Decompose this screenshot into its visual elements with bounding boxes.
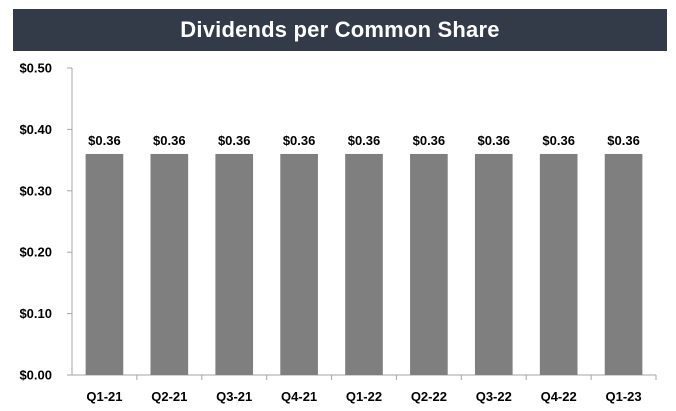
- chart-title: Dividends per Common Share: [180, 17, 500, 42]
- data-labels: $0.36 $0.36 $0.36 $0.36 $0.36 $0.36 $0.36 $0.36…: [88, 133, 640, 148]
- x-tick-label: Q1-22: [346, 389, 382, 404]
- bar-value-label: $0.36: [283, 133, 316, 148]
- bar: [85, 153, 124, 375]
- x-tick-label: Q4-21: [281, 389, 317, 404]
- y-tick-label: $0.50: [19, 61, 52, 76]
- bar: [474, 153, 513, 375]
- bar-value-label: $0.36: [218, 133, 251, 148]
- bars: [85, 153, 643, 375]
- bar: [280, 153, 318, 375]
- y-axis: $0.00 $0.10 $0.20 $0.30 $0.40 $0.50: [19, 61, 73, 383]
- bar-value-label: $0.36: [542, 133, 575, 148]
- bar-value-label: $0.36: [478, 133, 511, 148]
- bar: [539, 153, 578, 375]
- bar: [345, 153, 383, 375]
- x-tick-label: Q3-22: [476, 389, 512, 404]
- chart-title-bar: Dividends per Common Share: [13, 9, 667, 51]
- bar-value-label: $0.36: [348, 133, 381, 148]
- bar-value-label: $0.36: [88, 133, 121, 148]
- bar: [604, 153, 643, 375]
- x-tick-label: Q1-21: [86, 389, 122, 404]
- x-tick-label: Q4-22: [541, 389, 577, 404]
- bar-value-label: $0.36: [607, 133, 640, 148]
- bar-value-label: $0.36: [413, 133, 446, 148]
- bar: [410, 153, 448, 375]
- y-tick-label: $0.10: [19, 306, 52, 321]
- y-tick-label: $0.00: [19, 368, 52, 383]
- x-axis: Q1-21 Q2-21 Q3-21 Q4-21 Q1-22 Q2-22 Q3-22 Q4-22…: [72, 374, 657, 404]
- x-tick-label: Q2-22: [411, 389, 447, 404]
- y-tick-label: $0.20: [19, 245, 52, 260]
- bar-value-label: $0.36: [153, 133, 186, 148]
- bar: [215, 153, 254, 375]
- y-tick-label: $0.40: [19, 122, 52, 137]
- y-tick-label: $0.30: [19, 183, 52, 198]
- x-tick-label: Q1-23: [605, 389, 641, 404]
- bar: [150, 153, 189, 375]
- x-tick-label: Q3-21: [216, 389, 252, 404]
- x-tick-label: Q2-21: [151, 389, 187, 404]
